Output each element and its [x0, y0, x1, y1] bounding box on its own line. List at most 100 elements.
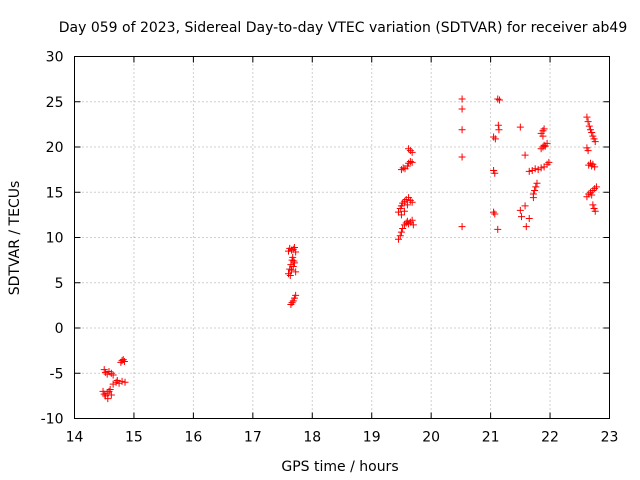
data-point	[286, 265, 294, 273]
x-tick-label: 19	[363, 430, 381, 446]
data-point	[540, 141, 548, 149]
data-point	[400, 197, 408, 205]
data-point	[458, 126, 466, 134]
data-point	[584, 147, 592, 155]
data-point	[585, 122, 593, 130]
data-point	[529, 194, 537, 202]
chart-title: Day 059 of 2023, Sidereal Day-to-day VTE…	[59, 20, 628, 36]
data-point	[406, 157, 414, 165]
data-point	[494, 95, 502, 103]
data-point	[490, 133, 498, 141]
data-point	[103, 389, 111, 397]
data-point	[396, 232, 404, 240]
data-point	[405, 220, 413, 228]
data-point	[589, 201, 597, 209]
data-point	[516, 123, 524, 131]
data-point	[533, 179, 541, 187]
data-point	[107, 391, 115, 399]
y-tick-label: 10	[46, 231, 64, 247]
data-point	[458, 223, 466, 231]
data-point	[543, 160, 551, 168]
data-point	[585, 190, 593, 198]
data-point	[109, 380, 117, 388]
data-point	[290, 259, 298, 267]
data-point	[531, 186, 539, 194]
y-tick-label: 15	[46, 185, 64, 201]
data-point	[521, 202, 529, 210]
data-point	[289, 253, 297, 261]
data-point	[458, 105, 466, 113]
data-point	[104, 395, 112, 403]
data-point	[394, 235, 402, 243]
data-point	[583, 113, 591, 121]
data-point	[545, 158, 553, 166]
data-point	[408, 216, 416, 224]
data-point	[408, 148, 416, 156]
data-point	[458, 95, 466, 103]
data-point	[588, 162, 596, 170]
data-point	[406, 196, 414, 204]
data-point	[112, 378, 120, 386]
data-point	[292, 291, 300, 299]
data-point	[120, 357, 128, 365]
data-point	[100, 390, 108, 398]
data-point	[528, 167, 536, 175]
y-axis-label: SDTVAR / TECUs	[7, 181, 23, 296]
data-point	[287, 266, 295, 274]
data-point	[491, 210, 499, 218]
data-point	[405, 159, 413, 167]
data-point	[539, 132, 547, 140]
data-point	[285, 270, 292, 278]
data-point	[592, 183, 600, 191]
data-point	[591, 185, 599, 193]
data-point	[288, 299, 296, 307]
data-point	[525, 214, 533, 222]
data-point	[292, 248, 300, 256]
data-point	[113, 376, 121, 384]
data-point	[588, 191, 596, 199]
data-point	[101, 368, 109, 376]
data-point	[458, 153, 466, 161]
data-point	[106, 386, 114, 394]
data-point	[518, 213, 526, 221]
x-tick-label: 22	[541, 430, 559, 446]
data-point	[532, 183, 540, 191]
data-point	[496, 96, 504, 104]
data-point	[405, 145, 413, 153]
ticks: 14 15 16 17 18 19 20 21 22 23 -10 -5 0 5 10 15 20 25 30	[41, 50, 619, 446]
data-point	[591, 163, 599, 171]
x-axis-label: GPS time / hours	[281, 459, 398, 475]
data-point	[408, 198, 416, 206]
data-point	[397, 211, 405, 219]
data-point	[289, 262, 297, 270]
data-point	[119, 356, 127, 364]
x-tick-label: 15	[125, 430, 143, 446]
data-point	[409, 221, 417, 229]
y-tick-label: 0	[55, 321, 64, 337]
data-point	[397, 166, 405, 174]
data-point	[537, 164, 545, 172]
data-point	[591, 138, 599, 146]
data-points	[99, 95, 600, 403]
data-point	[525, 167, 533, 175]
plot-frame	[74, 56, 610, 419]
data-point	[589, 186, 597, 194]
data-point	[399, 224, 407, 232]
data-point	[287, 300, 295, 308]
data-point	[490, 208, 498, 216]
x-tick-label: 16	[184, 430, 202, 446]
x-tick-label: 14	[66, 430, 84, 446]
data-point	[400, 207, 408, 215]
data-point	[290, 243, 298, 251]
y-tick-label: -10	[41, 412, 64, 428]
data-point	[588, 129, 596, 137]
y-tick-label: 30	[46, 50, 64, 66]
data-point	[403, 201, 411, 209]
y-tick-label: -5	[50, 366, 64, 382]
data-point	[290, 257, 298, 265]
data-point	[495, 126, 503, 134]
data-point	[109, 371, 117, 379]
data-point	[591, 207, 599, 215]
data-point	[494, 225, 502, 233]
